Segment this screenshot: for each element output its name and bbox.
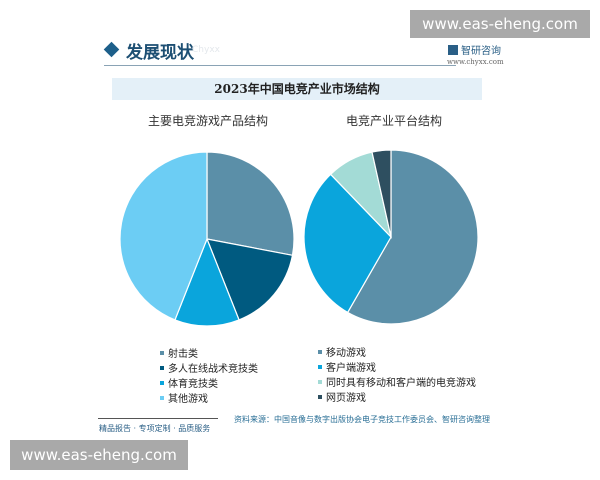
legend-label: 网页游戏	[326, 393, 366, 404]
site-url: www.chyxx.com	[447, 58, 504, 66]
footer-divider	[98, 418, 218, 419]
pie-slice-0-0	[206, 151, 295, 257]
watermark-top: www.eas-eheng.com	[410, 10, 590, 38]
header-divider	[104, 65, 456, 66]
source-note: 资料来源：中国音像与数字出版协会电子竞技工作委员会、智研咨询整理	[234, 415, 490, 424]
legend-label: 同时具有移动和客户端的电竞游戏	[326, 378, 476, 389]
legend-item: 客户端游戏	[318, 361, 476, 376]
legend-swatch	[318, 395, 322, 399]
legend-label: 客户端游戏	[326, 363, 376, 374]
pie-slice-0-2	[174, 237, 240, 327]
legend-label: 多人在线战术竞技类	[168, 364, 258, 375]
left-chart-title: 主要电竞游戏产品结构	[148, 114, 269, 128]
legend-swatch	[160, 351, 164, 355]
pie-slice-1-1	[303, 173, 392, 314]
chart-banner-title: 2023年中国电竞产业市场结构	[112, 78, 482, 100]
left-legend: 射击类多人在线战术竞技类 体育竞技类其他游戏	[160, 347, 258, 407]
pie-slice-1-0	[346, 149, 479, 325]
right-legend: 移动游戏客户端游戏同时具有移动和客户端的电竞游戏 网页游戏	[318, 346, 476, 406]
legend-label: 移动游戏	[326, 348, 366, 359]
legend-item: 射击类	[160, 347, 258, 362]
footer-tagline: 精品报告 · 专项定制 · 品质服务	[99, 424, 211, 433]
legend-item: 多人在线战术竞技类	[160, 362, 258, 377]
legend-label: 体育竞技类	[168, 379, 218, 390]
logo: 智研咨询	[448, 42, 501, 57]
pie-slice-0-3	[119, 151, 208, 321]
logo-text: 智研咨询	[461, 46, 501, 57]
logo-icon	[448, 45, 458, 55]
section-title-en: Chyxx	[192, 45, 220, 55]
legend-swatch	[160, 366, 164, 370]
legend-swatch	[160, 396, 164, 400]
pie-slice-1-3	[371, 149, 392, 238]
legend-label: 其他游戏	[168, 394, 208, 405]
legend-swatch	[318, 350, 322, 354]
legend-item: 体育竞技类	[160, 377, 258, 392]
legend-item: 网页游戏	[318, 391, 476, 406]
legend-item: 移动游戏	[318, 346, 476, 361]
legend-item: 同时具有移动和客户端的电竞游戏	[318, 376, 476, 391]
legend-label: 射击类	[168, 349, 198, 360]
right-chart-title: 电竞产业平台结构	[346, 114, 443, 128]
pie-slice-0-1	[206, 238, 294, 321]
legend-swatch	[318, 380, 322, 384]
legend-swatch	[160, 381, 164, 385]
section-title: 发展现状	[126, 43, 194, 63]
watermark-bottom: www.eas-eheng.com	[10, 440, 188, 470]
legend-item: 其他游戏	[160, 392, 258, 407]
legend-swatch	[318, 365, 322, 369]
